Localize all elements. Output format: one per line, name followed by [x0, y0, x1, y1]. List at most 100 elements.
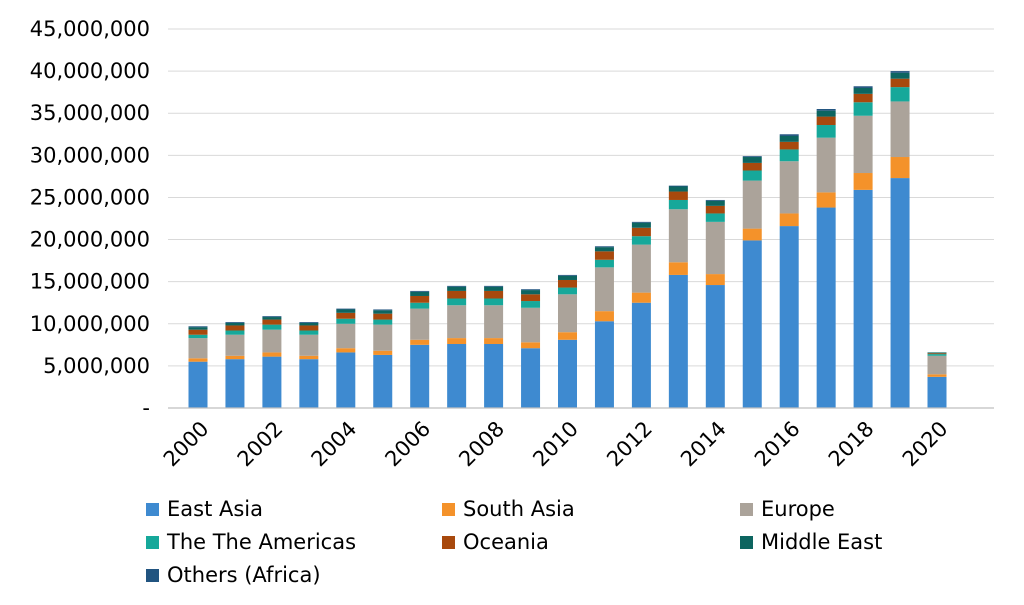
bar-segment-2004-5 — [336, 309, 356, 313]
bar-segment-2001-6 — [225, 322, 245, 323]
x-tick-label: 2004 — [307, 417, 362, 472]
bar-segment-2013-3 — [668, 199, 688, 210]
x-tick-label: 2006 — [380, 417, 435, 472]
bar-segment-2002-0 — [262, 356, 282, 408]
bar-segment-2019-2 — [890, 101, 910, 158]
bar-segment-2008-5 — [484, 286, 504, 291]
bar-segment-2015-0 — [742, 240, 762, 408]
bar-segment-2008-4 — [484, 290, 504, 299]
bar-stack-2015 — [742, 156, 762, 408]
bar-segment-2017-6 — [816, 109, 836, 111]
legend-label: The The Americas — [167, 530, 357, 554]
bar-segment-2001-0 — [225, 359, 245, 408]
bar-segment-2012-1 — [631, 292, 651, 303]
bar-segment-2019-1 — [890, 157, 910, 179]
bar-segment-2011-0 — [594, 321, 614, 408]
bar-segment-2018-6 — [853, 86, 873, 88]
bar-segment-2010-2 — [558, 294, 577, 333]
bar-segment-2016-1 — [779, 213, 799, 227]
bar-segment-2007-4 — [447, 290, 467, 299]
bar-segment-2000-6 — [188, 326, 208, 328]
bar-stack-2010 — [558, 274, 577, 408]
bar-segment-2019-4 — [890, 78, 910, 88]
bar-segment-2010-3 — [558, 287, 577, 295]
bar-stack-2002 — [262, 316, 282, 408]
bar-segment-2017-4 — [816, 116, 836, 126]
bar-segment-2012-4 — [631, 227, 651, 237]
bar-segment-2015-6 — [742, 156, 762, 158]
bar-segment-2014-4 — [705, 205, 725, 214]
bar-segment-2019-5 — [890, 72, 910, 79]
bar-segment-2010-1 — [558, 332, 577, 340]
bar-segment-2020-5 — [927, 352, 947, 354]
bar-stack-2004 — [336, 308, 356, 408]
bar-segment-2017-0 — [816, 207, 836, 408]
bar-stack-2018 — [853, 86, 873, 408]
x-tick-label: 2000 — [159, 417, 214, 472]
bar-segment-2015-5 — [742, 157, 762, 163]
y-tick-label: 40,000,000 — [30, 59, 150, 83]
bar-segment-2004-6 — [336, 308, 356, 310]
legend-swatch — [442, 535, 455, 549]
bar-segment-2003-4 — [299, 325, 319, 331]
bar-segment-2008-6 — [484, 285, 504, 287]
legend-label: Others (Africa) — [167, 563, 321, 587]
bar-stack-2012 — [631, 221, 651, 408]
bar-stack-2013 — [668, 185, 688, 408]
bar-segment-2007-5 — [447, 286, 467, 291]
bar-segment-2004-3 — [336, 318, 356, 324]
bar-segment-2002-2 — [262, 329, 282, 353]
y-tick-label: 45,000,000 — [30, 17, 150, 41]
bar-segment-2018-2 — [853, 115, 873, 174]
bar-segment-2009-1 — [521, 342, 541, 349]
bar-stack-2016 — [779, 134, 799, 408]
bar-segment-2011-2 — [594, 267, 614, 312]
bar-segment-2009-2 — [521, 307, 541, 343]
bar-segment-2013-6 — [668, 185, 688, 187]
bar-segment-2009-6 — [521, 289, 541, 291]
legend-swatch — [740, 535, 753, 549]
bar-segment-2020-0 — [927, 376, 947, 408]
bar-segment-2014-5 — [705, 200, 725, 206]
bar-segment-2003-3 — [299, 330, 319, 335]
bar-segment-2004-2 — [336, 323, 356, 349]
bar-segment-2014-6 — [705, 199, 725, 201]
bar-stack-2001 — [225, 322, 245, 408]
bar-segment-2019-6 — [890, 71, 910, 73]
bar-segment-2010-6 — [558, 274, 577, 276]
bar-segment-2018-0 — [853, 189, 873, 408]
bar-segment-2001-5 — [225, 322, 245, 326]
bar-segment-2018-4 — [853, 93, 873, 103]
bar-segment-2012-5 — [631, 222, 651, 228]
y-tick-label: 5,000,000 — [43, 354, 150, 378]
bar-segment-2020-3 — [927, 354, 947, 356]
y-tick-label: 30,000,000 — [30, 143, 150, 167]
bar-segment-2003-5 — [299, 322, 319, 326]
bar-segment-2011-4 — [594, 251, 614, 260]
bar-segment-2002-3 — [262, 324, 282, 330]
bar-stack-2005 — [373, 309, 393, 408]
bar-segment-2016-6 — [779, 134, 799, 136]
bar-segment-2013-4 — [668, 191, 688, 200]
bar-segment-2004-1 — [336, 348, 356, 353]
bar-segment-2006-5 — [410, 291, 430, 296]
bar-segment-2007-1 — [447, 338, 467, 344]
bar-segment-2006-4 — [410, 295, 430, 303]
y-tick-label: 15,000,000 — [30, 270, 150, 294]
bar-segment-2008-3 — [484, 298, 504, 306]
bar-stack-2007 — [447, 285, 467, 408]
bar-segment-2001-1 — [225, 355, 245, 360]
bar-segment-2017-5 — [816, 110, 836, 117]
axes: - 5,000,000 10,000,000 15,000,000 20,000,000… — [30, 17, 994, 471]
bar-stack-2017 — [816, 109, 836, 408]
x-tick-label: 2008 — [454, 417, 509, 472]
bar-segment-2007-0 — [447, 343, 467, 408]
bar-stack-2009 — [521, 289, 541, 408]
bar-segment-2000-1 — [188, 358, 208, 362]
bar-segment-2002-5 — [262, 317, 282, 320]
legend-label: Europe — [761, 497, 835, 521]
legend-item: South Asia — [442, 497, 575, 521]
bar-segment-2012-2 — [631, 244, 651, 293]
bar-segment-2001-4 — [225, 325, 245, 331]
